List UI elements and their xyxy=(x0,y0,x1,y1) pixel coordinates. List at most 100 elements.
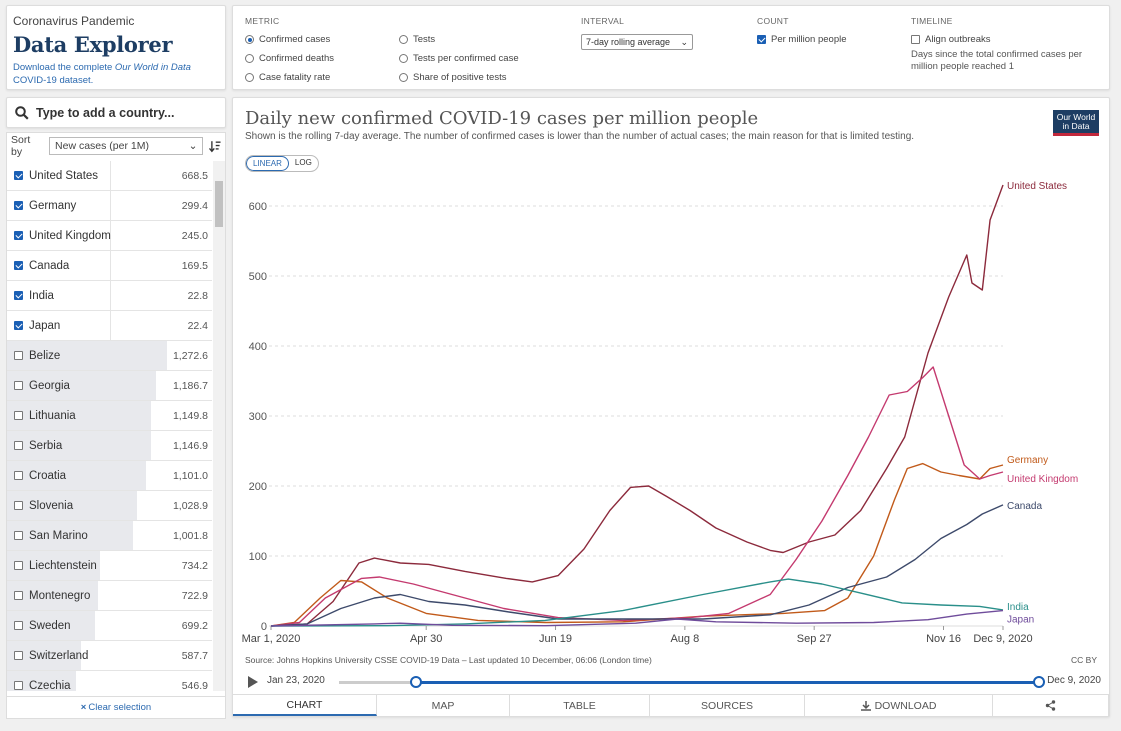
metric-radio-1[interactable]: Confirmed deaths xyxy=(245,53,334,64)
metric-radio-1[interactable]: Tests per confirmed case xyxy=(399,53,519,64)
timeline-end-handle[interactable] xyxy=(1033,676,1045,688)
checkbox-icon[interactable] xyxy=(14,411,23,420)
metric-radio-0[interactable]: Confirmed cases xyxy=(245,34,330,45)
checkbox-icon[interactable] xyxy=(14,381,23,390)
country-name: Lithuania xyxy=(29,409,76,422)
country-row[interactable]: Lithuania 1,149.8 xyxy=(7,401,212,431)
tab-download[interactable]: DOWNLOAD xyxy=(805,695,993,716)
series-label: United Kingdom xyxy=(1007,474,1078,485)
country-name: Slovenia xyxy=(29,499,74,512)
country-value: 245.0 xyxy=(181,229,208,242)
checkbox-icon[interactable] xyxy=(14,291,23,300)
tab-sources[interactable]: SOURCES xyxy=(650,695,805,716)
per-million-checkbox[interactable]: Per million people xyxy=(757,34,847,45)
interval-select[interactable]: 7-day rolling average ⌄ xyxy=(581,34,693,50)
series-label: Germany xyxy=(1007,455,1048,466)
sort-select[interactable]: New cases (per 1M) ⌄ xyxy=(49,137,204,155)
license-label[interactable]: CC BY xyxy=(1071,655,1097,665)
checkbox-icon xyxy=(911,35,920,44)
radio-icon xyxy=(399,35,408,44)
tab-table[interactable]: TABLE xyxy=(510,695,650,716)
country-name: Belize xyxy=(29,349,61,362)
country-row[interactable]: Czechia 546.9 xyxy=(7,671,212,691)
checkbox-icon[interactable] xyxy=(14,201,23,210)
checkbox-icon[interactable] xyxy=(14,561,23,570)
y-tick-label: 0 xyxy=(261,621,267,633)
country-row[interactable]: United States 668.5 xyxy=(7,161,212,191)
x-tick-label: Mar 1, 2020 xyxy=(242,633,301,645)
checkbox-icon[interactable] xyxy=(14,651,23,660)
country-row[interactable]: Montenegro 722.9 xyxy=(7,581,212,611)
line-chart[interactable]: 0 100 200 300 400 500 600 Mar 1, 2020 Apr 30 Jun … xyxy=(233,98,1109,658)
timeline-start-handle[interactable] xyxy=(410,676,422,688)
country-row[interactable]: United Kingdom 245.0 xyxy=(7,221,212,251)
checkbox-icon[interactable] xyxy=(14,261,23,270)
linear-scale-button[interactable]: LINEAR xyxy=(246,156,289,171)
value-bar xyxy=(7,281,111,310)
country-search[interactable]: Type to add a country... xyxy=(6,97,226,128)
align-note: Days since the total confirmed cases per… xyxy=(911,49,1083,72)
checkbox-icon[interactable] xyxy=(14,171,23,180)
chart-source[interactable]: Source: Johns Hopkins University CSSE CO… xyxy=(245,655,652,665)
value-bar xyxy=(7,671,76,691)
country-row[interactable]: Switzerland 587.7 xyxy=(7,641,212,671)
country-row[interactable]: Serbia 1,146.9 xyxy=(7,431,212,461)
tab-map[interactable]: MAP xyxy=(377,695,510,716)
scrollbar-thumb[interactable] xyxy=(215,181,223,227)
country-row[interactable]: Belize 1,272.6 xyxy=(7,341,212,371)
country-row[interactable]: Germany 299.4 xyxy=(7,191,212,221)
country-row[interactable]: San Marino 1,001.8 xyxy=(7,521,212,551)
logo-line1: Our World xyxy=(1056,112,1096,122)
chart-panel: 0 100 200 300 400 500 600 Mar 1, 2020 Apr 30 Jun … xyxy=(232,97,1110,717)
align-outbreaks-checkbox[interactable]: Align outbreaks xyxy=(911,34,990,45)
checkbox-icon[interactable] xyxy=(14,681,23,690)
tab-share[interactable] xyxy=(993,695,1109,716)
country-name: United States xyxy=(29,169,99,182)
metric-radio-0[interactable]: Tests xyxy=(399,34,435,45)
x-tick-label: Jun 19 xyxy=(539,633,572,645)
y-tick-label: 200 xyxy=(249,481,267,493)
country-row[interactable]: India 22.8 xyxy=(7,281,212,311)
play-icon[interactable] xyxy=(248,676,258,688)
log-scale-button[interactable]: LOG xyxy=(294,158,312,167)
timeline-track[interactable] xyxy=(339,676,1045,688)
sort-order-icon[interactable] xyxy=(209,140,221,153)
checkbox-icon[interactable] xyxy=(14,321,23,330)
country-row[interactable]: Georgia 1,186.7 xyxy=(7,371,212,401)
checkbox-icon[interactable] xyxy=(14,501,23,510)
checkbox-icon[interactable] xyxy=(14,531,23,540)
checkbox-icon[interactable] xyxy=(14,591,23,600)
country-row[interactable]: Slovenia 1,028.9 xyxy=(7,491,212,521)
checkbox-icon[interactable] xyxy=(14,441,23,450)
y-tick-label: 400 xyxy=(249,341,267,353)
list-scrollbar[interactable] xyxy=(213,161,225,691)
metric-radio-2[interactable]: Share of positive tests xyxy=(399,72,506,83)
country-name: Georgia xyxy=(29,379,70,392)
owid-logo[interactable]: Our World in Data xyxy=(1053,110,1099,136)
tab-chart[interactable]: CHART xyxy=(233,695,377,716)
country-row[interactable]: Japan 22.4 xyxy=(7,311,212,341)
radio-icon xyxy=(399,54,408,63)
metric-radio-2[interactable]: Case fatality rate xyxy=(245,72,330,83)
timeline-end-label: Dec 9, 2020 xyxy=(1047,675,1101,686)
clear-selection-button[interactable]: × Clear selection xyxy=(7,696,225,718)
value-bar xyxy=(7,371,156,400)
checkbox-icon[interactable] xyxy=(14,351,23,360)
series-line-united-kingdom xyxy=(270,366,1004,627)
country-row[interactable]: Liechtenstein 734.2 xyxy=(7,551,212,581)
logo-line2: in Data xyxy=(1062,121,1090,131)
checkbox-icon[interactable] xyxy=(14,231,23,240)
country-row[interactable]: Canada 169.5 xyxy=(7,251,212,281)
scale-toggle[interactable]: LINEAR LOG xyxy=(245,155,319,172)
timeline-heading: TIMELINE xyxy=(911,16,953,26)
timeline-slider[interactable]: Jan 23, 2020 Dec 9, 2020 xyxy=(245,673,1101,691)
download-note[interactable]: Download the complete Our World in Data C… xyxy=(13,61,219,87)
country-value: 1,001.8 xyxy=(172,529,208,542)
country-row[interactable]: Croatia 1,101.0 xyxy=(7,461,212,491)
country-name: Liechtenstein xyxy=(29,559,97,572)
checkbox-icon[interactable] xyxy=(14,471,23,480)
checkbox-icon[interactable] xyxy=(14,621,23,630)
country-name: Germany xyxy=(29,199,77,212)
country-row[interactable]: Sweden 699.2 xyxy=(7,611,212,641)
tab-label: CHART xyxy=(286,698,323,711)
